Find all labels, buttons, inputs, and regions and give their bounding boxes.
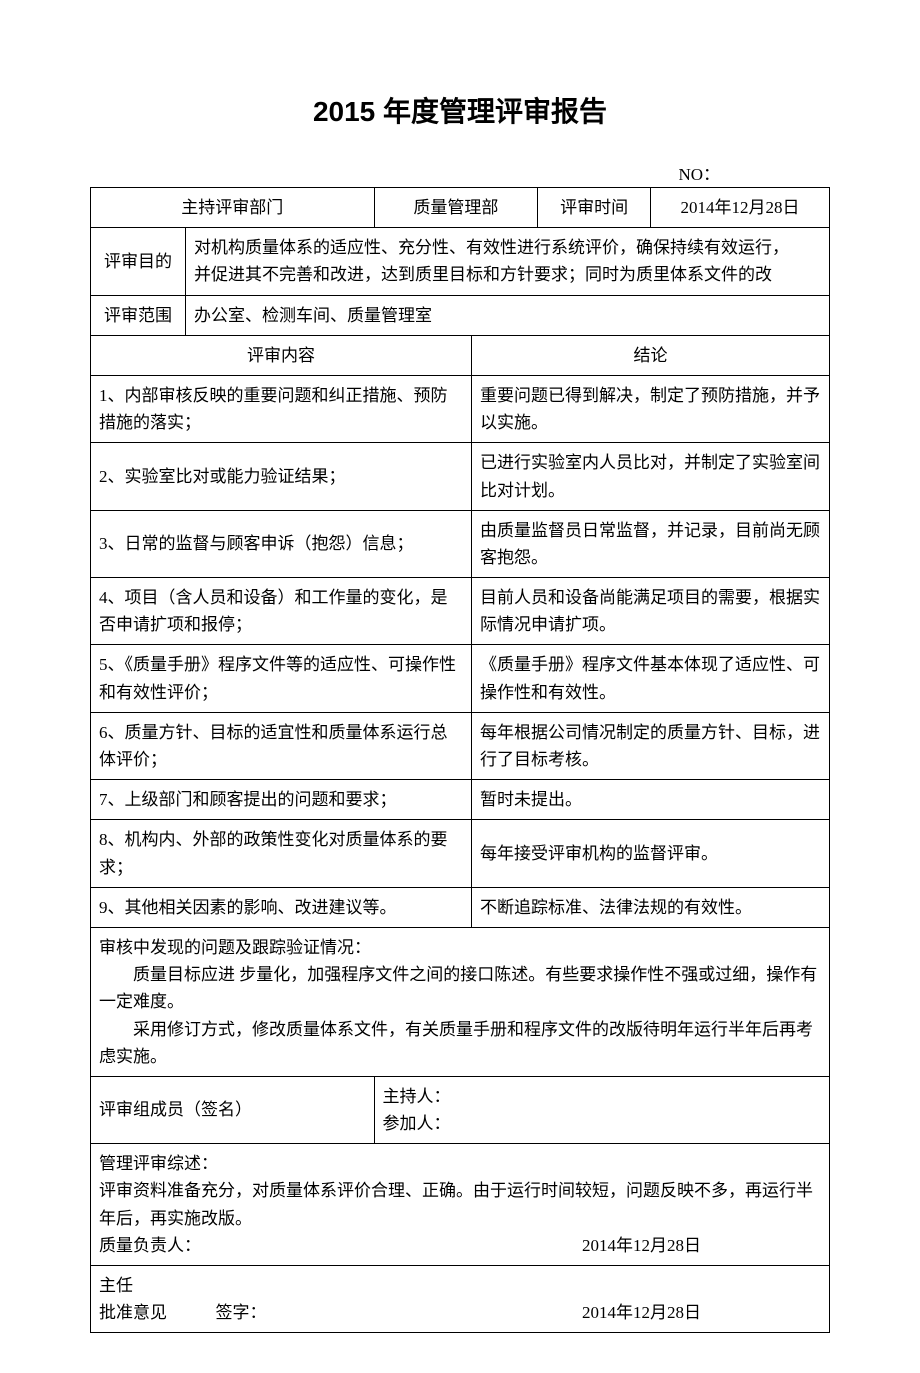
attend-label: 参加人：	[383, 1110, 821, 1137]
item-conclusion: 不断追踪标准、法律法规的有效性。	[471, 887, 829, 927]
item-row: 8、机构内、外部的政策性变化对质量体系的要求； 每年接受评审机构的监督评审。	[91, 820, 830, 887]
item-content: 1、内部审核反映的重要问题和纠正措施、预防措施的落实；	[91, 375, 472, 442]
sign-label: 签字：	[216, 1303, 267, 1322]
content-header-left: 评审内容	[91, 335, 472, 375]
purpose-row: 评审目的 对机构质量体系的适应性、充分性、有效性进行系统评价，确保持续有效运行，…	[91, 228, 830, 295]
item-conclusion: 重要问题已得到解决，制定了预防措施，并予以实施。	[471, 375, 829, 442]
item-content: 3、日常的监督与顾客申诉（抱怨）信息；	[91, 510, 472, 577]
scope-row: 评审范围 办公室、检测车间、质量管理室	[91, 295, 830, 335]
item-conclusion: 每年根据公司情况制定的质量方针、目标，进行了目标考核。	[471, 712, 829, 779]
purpose-text: 对机构质量体系的适应性、充分性、有效性进行系统评价，确保持续有效运行， 并促进其…	[186, 228, 830, 295]
scope-label: 评审范围	[91, 295, 186, 335]
item-content: 7、上级部门和顾客提出的问题和要求；	[91, 780, 472, 820]
item-row: 4、项目（含人员和设备）和工作量的变化，是 否申请扩项和报停； 目前人员和设备尚…	[91, 578, 830, 645]
findings-line1: 质量目标应进 步量化，加强程序文件之间的接口陈述。有些要求操作性不强或过细，操作…	[99, 961, 821, 1015]
purpose-line1: 对机构质量体系的适应性、充分性、有效性进行系统评价，确保持续有效运行，	[194, 234, 821, 261]
item-row: 9、其他相关因素的影响、改进建议等。 不断追踪标准、法律法规的有效性。	[91, 887, 830, 927]
qc-label: 质量负责人：	[99, 1232, 201, 1259]
summary-row: 管理评审综述： 评审资料准备充分，对质量体系评价合理、正确。由于运行时间较短，问…	[91, 1144, 830, 1266]
findings-line2: 采用修订方式，修改质量体系文件，有关质量手册和程序文件的改版待明年运行半年后再考…	[99, 1016, 821, 1070]
item-row: 7、上级部门和顾客提出的问题和要求； 暂时未提出。	[91, 780, 830, 820]
dept-label: 主持评审部门	[91, 188, 375, 228]
item-content: 8、机构内、外部的政策性变化对质量体系的要求；	[91, 820, 472, 887]
summary-text: 评审资料准备充分，对质量体系评价合理、正确。由于运行时间较短，问题反映不多，再运…	[99, 1177, 821, 1231]
approval-date: 2014年12月28日	[582, 1299, 821, 1326]
members-label: 评审组成员（签名）	[91, 1076, 375, 1143]
item-content: 5、《质量手册》程序文件等的适应性、可操作性和有效性评价；	[91, 645, 472, 712]
item-row: 3、日常的监督与顾客申诉（抱怨）信息； 由质量监督员日常监督，并记录，目前尚无顾…	[91, 510, 830, 577]
findings-cell: 审核中发现的问题及跟踪验证情况： 质量目标应进 步量化，加强程序文件之间的接口陈…	[91, 927, 830, 1076]
time-label: 评审时间	[538, 188, 651, 228]
members-row: 评审组成员（签名） 主持人： 参加人：	[91, 1076, 830, 1143]
purpose-line2: 并促进其不完善和改进，达到质里目标和方针要求；同时为质里体系文件的改	[194, 261, 821, 288]
item-conclusion: 由质量监督员日常监督，并记录，目前尚无顾客抱怨。	[471, 510, 829, 577]
findings-row: 审核中发现的问题及跟踪验证情况： 质量目标应进 步量化，加强程序文件之间的接口陈…	[91, 927, 830, 1076]
item-content: 6、质量方针、目标的适宜性和质量体系运行总体评价；	[91, 712, 472, 779]
item-conclusion: 《质量手册》程序文件基本体现了适应性、可操作性和有效性。	[471, 645, 829, 712]
summary-heading: 管理评审综述：	[99, 1150, 821, 1177]
item-row: 2、实验室比对或能力验证结果； 已进行实验室内人员比对，并制定了实验室间比对计划…	[91, 443, 830, 510]
purpose-label: 评审目的	[91, 228, 186, 295]
content-header-right: 结论	[471, 335, 829, 375]
content-header-row: 评审内容 结论	[91, 335, 830, 375]
scope-text: 办公室、检测车间、质量管理室	[186, 295, 830, 335]
no-label: NO：	[90, 160, 830, 185]
dept-value: 质量管理部	[374, 188, 538, 228]
report-title: 2015 年度管理评审报告	[90, 90, 830, 130]
qc-date: 2014年12月28日	[582, 1232, 821, 1259]
item-conclusion: 暂时未提出。	[471, 780, 829, 820]
summary-cell: 管理评审综述： 评审资料准备充分，对质量体系评价合理、正确。由于运行时间较短，问…	[91, 1144, 830, 1266]
item-conclusion: 每年接受评审机构的监督评审。	[471, 820, 829, 887]
opinion-label: 批准意见	[99, 1303, 167, 1322]
item-conclusion: 目前人员和设备尚能满足项目的需要，根据实际情况申请扩项。	[471, 578, 829, 645]
item-row: 1、内部审核反映的重要问题和纠正措施、预防措施的落实； 重要问题已得到解决，制定…	[91, 375, 830, 442]
item-content: 4、项目（含人员和设备）和工作量的变化，是 否申请扩项和报停；	[91, 578, 472, 645]
director-label: 主任	[99, 1272, 821, 1299]
item-content: 2、实验室比对或能力验证结果；	[91, 443, 472, 510]
approval-cell: 主任 批准意见 签字： 2014年12月28日	[91, 1266, 830, 1333]
item-conclusion: 已进行实验室内人员比对，并制定了实验室间比对计划。	[471, 443, 829, 510]
header-row: 主持评审部门 质量管理部 评审时间 2014年12月28日	[91, 188, 830, 228]
report-table: 主持评审部门 质量管理部 评审时间 2014年12月28日 评审目的 对机构质量…	[90, 187, 830, 1333]
members-values: 主持人： 参加人：	[374, 1076, 829, 1143]
item-row: 6、质量方针、目标的适宜性和质量体系运行总体评价； 每年根据公司情况制定的质量方…	[91, 712, 830, 779]
approval-row: 主任 批准意见 签字： 2014年12月28日	[91, 1266, 830, 1333]
item-row: 5、《质量手册》程序文件等的适应性、可操作性和有效性评价； 《质量手册》程序文件…	[91, 645, 830, 712]
time-value: 2014年12月28日	[650, 188, 829, 228]
host-label: 主持人：	[383, 1083, 821, 1110]
findings-heading: 审核中发现的问题及跟踪验证情况：	[99, 934, 821, 961]
item-content: 9、其他相关因素的影响、改进建议等。	[91, 887, 472, 927]
